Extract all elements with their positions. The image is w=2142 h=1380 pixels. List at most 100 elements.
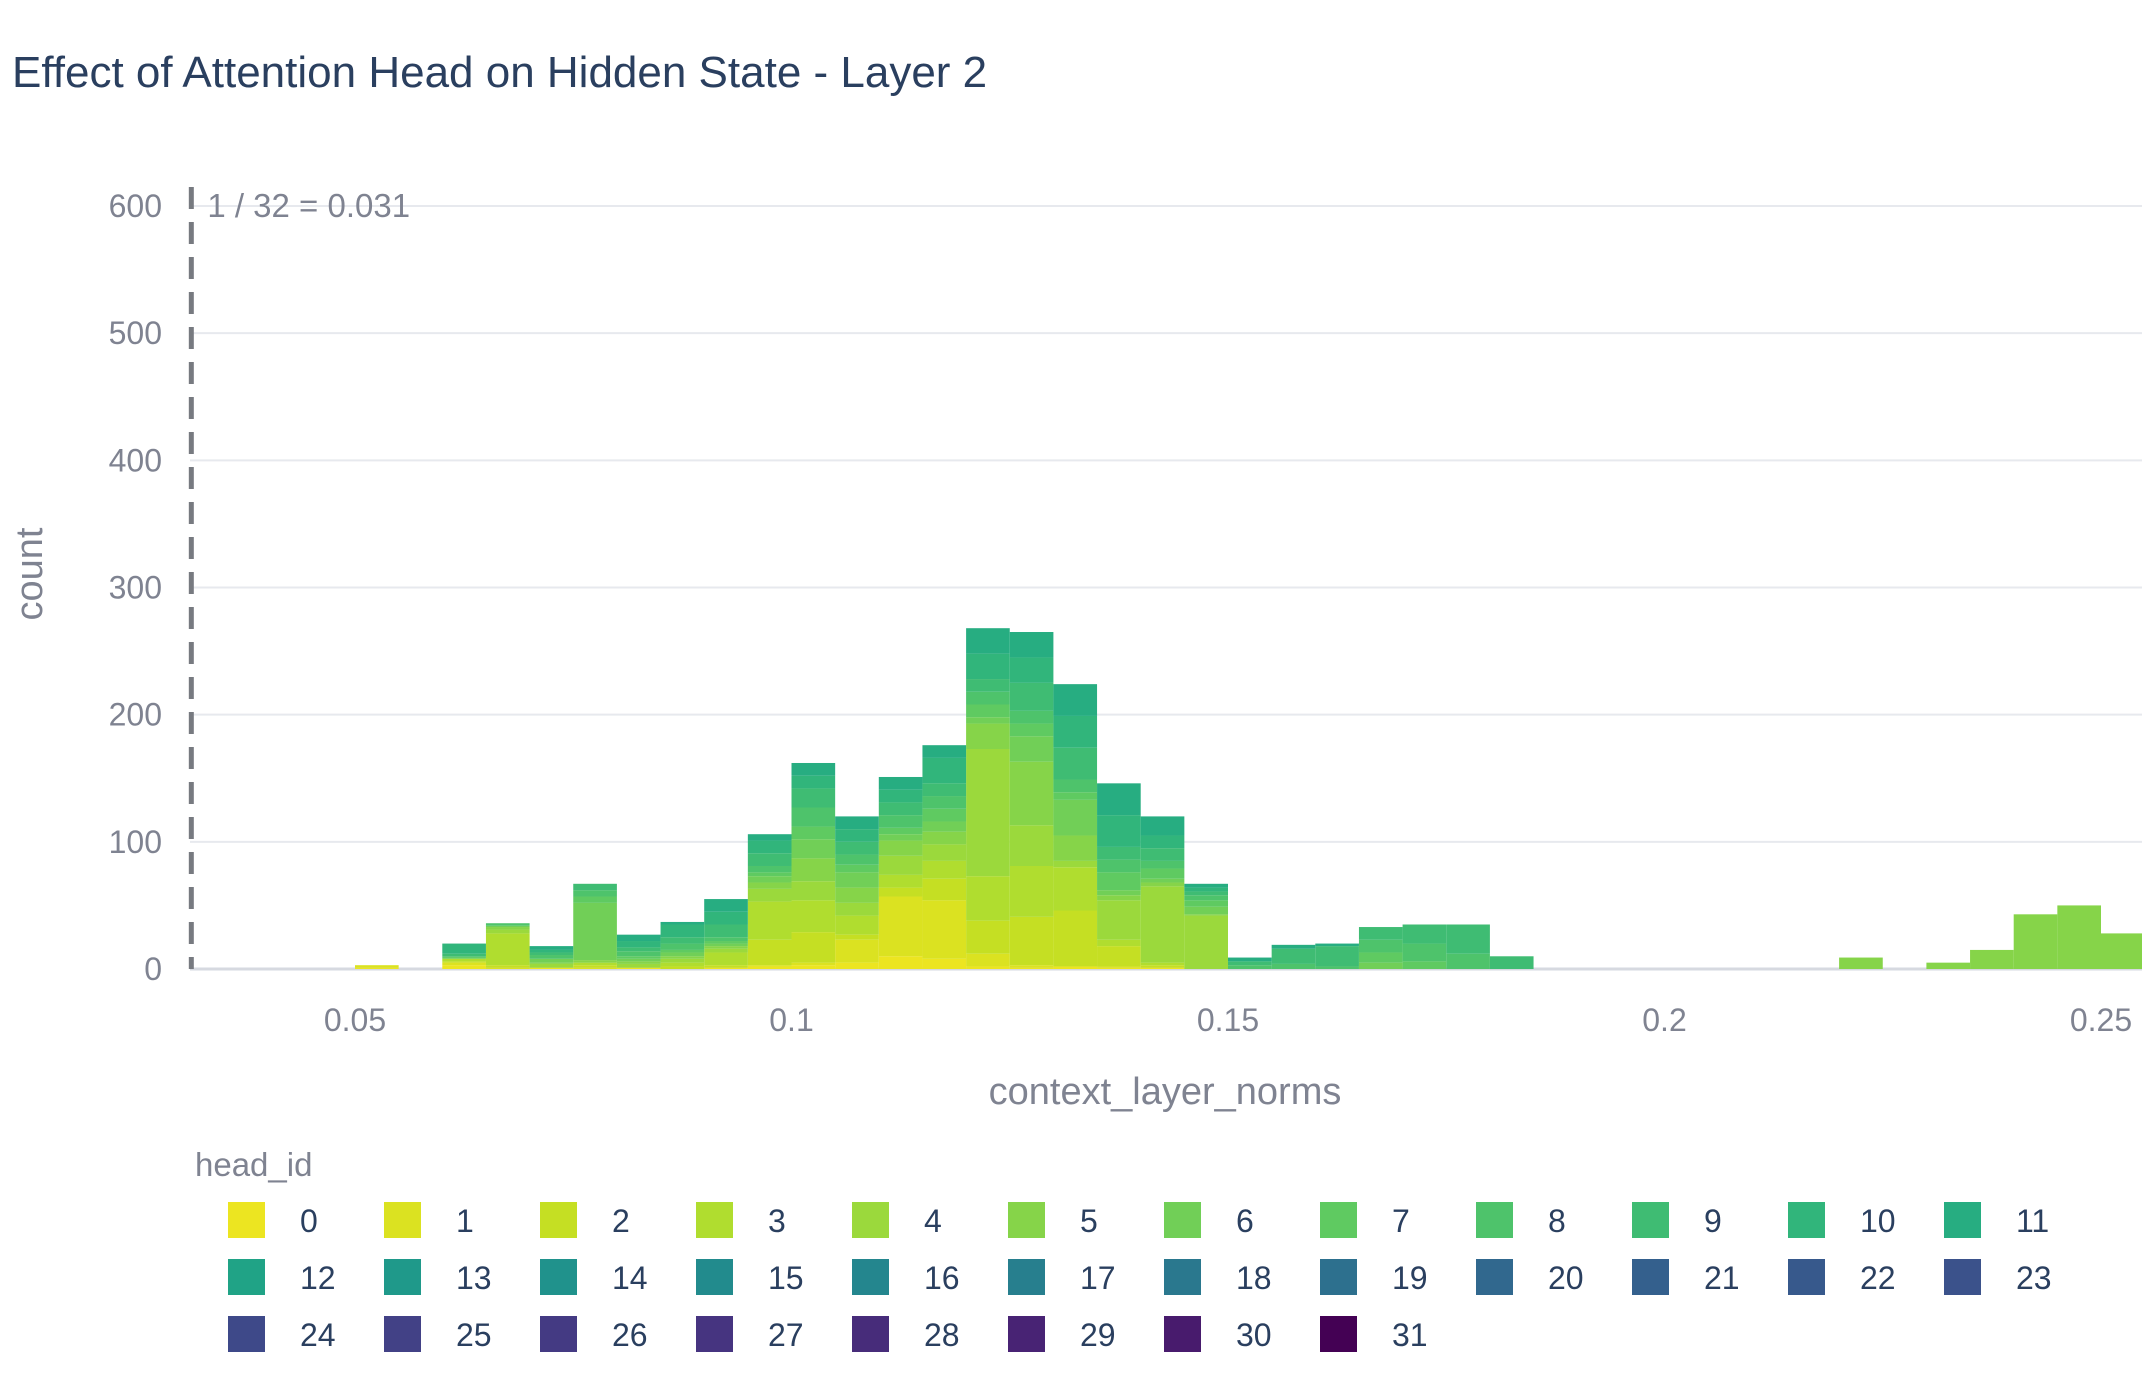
bar-segment-head-6 [1053, 799, 1098, 836]
legend-label-head-5[interactable]: 5 [1080, 1203, 1098, 1239]
legend-label-head-18[interactable]: 18 [1236, 1260, 1272, 1296]
legend-swatch-head-24[interactable] [228, 1316, 265, 1352]
legend-swatch-head-14[interactable] [540, 1259, 577, 1295]
bar-segment-head-5 [1009, 761, 1054, 826]
bar-segment-head-10 [835, 829, 879, 842]
legend-label-head-6[interactable]: 6 [1236, 1203, 1254, 1239]
legend-label-head-25[interactable]: 25 [456, 1317, 492, 1353]
legend-label-head-1[interactable]: 1 [456, 1203, 474, 1239]
legend-label-head-28[interactable]: 28 [924, 1317, 960, 1353]
legend-swatch-head-10[interactable] [1788, 1202, 1825, 1238]
bar-segment-head-1 [573, 967, 617, 969]
legend-label-head-9[interactable]: 9 [1704, 1203, 1722, 1239]
legend-swatch-head-15[interactable] [696, 1259, 733, 1295]
legend-swatch-head-8[interactable] [1476, 1202, 1513, 1238]
legend-label-head-16[interactable]: 16 [924, 1260, 960, 1296]
bar-segment-head-1 [442, 962, 486, 966]
legend-swatch-head-1[interactable] [384, 1202, 421, 1238]
bar-segment-head-5 [704, 946, 748, 949]
legend-swatch-head-21[interactable] [1632, 1259, 1669, 1295]
bar-segment-head-11 [1228, 957, 1272, 962]
legend-label-head-8[interactable]: 8 [1548, 1203, 1566, 1239]
legend-label-head-12[interactable]: 12 [300, 1260, 336, 1296]
legend-swatch-head-5[interactable] [1008, 1202, 1045, 1238]
legend-swatch-head-13[interactable] [384, 1259, 421, 1295]
legend-label-head-3[interactable]: 3 [768, 1203, 786, 1239]
legend-swatch-head-20[interactable] [1476, 1259, 1513, 1295]
legend-label-head-11[interactable]: 11 [2016, 1203, 2049, 1239]
legend-swatch-head-26[interactable] [540, 1316, 577, 1352]
legend-label-head-2[interactable]: 2 [612, 1203, 630, 1239]
legend-swatch-head-25[interactable] [384, 1316, 421, 1352]
bar-segment-head-7 [1140, 868, 1185, 879]
legend-swatch-head-23[interactable] [1944, 1259, 1981, 1295]
legend-swatch-head-17[interactable] [1008, 1259, 1045, 1295]
bar-segment-head-8 [966, 691, 1010, 705]
legend-swatch-head-30[interactable] [1164, 1316, 1201, 1352]
bar-segment-head-3 [1009, 865, 1054, 917]
bar-segment-head-3 [922, 860, 967, 879]
legend-label-head-31[interactable]: 31 [1392, 1317, 1428, 1353]
legend-label-head-23[interactable]: 23 [2016, 1260, 2052, 1296]
bar-segment-head-8 [1009, 710, 1054, 724]
y-axis-title: count [9, 527, 51, 620]
legend-swatch-head-9[interactable] [1632, 1202, 1669, 1238]
legend-swatch-head-12[interactable] [228, 1259, 265, 1295]
legend-swatch-head-19[interactable] [1320, 1259, 1357, 1295]
bar-segment-head-5 [573, 960, 617, 963]
legend-swatch-head-0[interactable] [228, 1202, 265, 1238]
x-tick-label: 0.15 [1197, 1002, 1259, 1038]
legend-label-head-17[interactable]: 17 [1080, 1260, 1116, 1296]
legend-label-head-26[interactable]: 26 [612, 1317, 648, 1353]
legend-label-head-22[interactable]: 22 [1860, 1260, 1896, 1296]
legend-swatch-head-18[interactable] [1164, 1259, 1201, 1295]
legend-swatch-head-6[interactable] [1164, 1202, 1201, 1238]
legend-label-head-15[interactable]: 15 [768, 1260, 804, 1296]
bar-segment-head-10 [704, 911, 748, 925]
legend-swatch-head-28[interactable] [852, 1316, 889, 1352]
legend-label-head-24[interactable]: 24 [300, 1317, 336, 1353]
legend-label-head-0[interactable]: 0 [300, 1203, 318, 1239]
legend-title: head_id [195, 1146, 312, 1183]
bar-segment-head-7 [660, 949, 705, 953]
bar-segment-head-7 [878, 827, 923, 835]
bar-segment-head-6 [573, 902, 617, 961]
bar-segment-head-9 [1489, 956, 1534, 969]
legend-swatch-head-11[interactable] [1944, 1202, 1981, 1238]
legend-swatch-head-29[interactable] [1008, 1316, 1045, 1352]
legend-label-head-7[interactable]: 7 [1392, 1203, 1410, 1239]
legend-swatch-head-7[interactable] [1320, 1202, 1357, 1238]
legend-swatch-head-2[interactable] [540, 1202, 577, 1238]
bar-segment-head-11 [616, 934, 661, 942]
legend-label-head-19[interactable]: 19 [1392, 1260, 1428, 1296]
bar-segment-head-2 [573, 965, 617, 968]
bar-segment-head-6 [1358, 962, 1403, 969]
bar-segment-head-7 [1358, 952, 1403, 963]
bar-segment-head-7 [1402, 961, 1447, 969]
legend-swatch-head-22[interactable] [1788, 1259, 1825, 1295]
legend-swatch-head-27[interactable] [696, 1316, 733, 1352]
legend-label-head-21[interactable]: 21 [1704, 1260, 1740, 1296]
legend-label-head-20[interactable]: 20 [1548, 1260, 1584, 1296]
legend-swatch-head-31[interactable] [1320, 1316, 1357, 1352]
legend-label-head-14[interactable]: 14 [612, 1260, 648, 1296]
legend-label-head-13[interactable]: 13 [456, 1260, 492, 1296]
bar-segment-head-3 [747, 901, 792, 940]
legend-swatch-head-4[interactable] [852, 1202, 889, 1238]
bar-segment-head-2 [835, 934, 879, 940]
bar-segment-head-10 [1097, 815, 1141, 847]
bar-segment-head-8 [835, 854, 879, 865]
legend-label-head-4[interactable]: 4 [924, 1203, 942, 1239]
bar-segment-head-0 [616, 967, 661, 969]
legend-label-head-10[interactable]: 10 [1860, 1203, 1896, 1239]
bar-segment-head-10 [922, 757, 967, 784]
legend-label-head-30[interactable]: 30 [1236, 1317, 1272, 1353]
legend-swatch-head-3[interactable] [696, 1202, 733, 1238]
legend-label-head-29[interactable]: 29 [1080, 1317, 1116, 1353]
bar-segment-head-10 [1140, 835, 1185, 849]
bar-segment-head-8 [442, 956, 486, 958]
legend-label-head-27[interactable]: 27 [768, 1317, 804, 1353]
legend-swatch-head-16[interactable] [852, 1259, 889, 1295]
bar-segment-head-9 [573, 883, 617, 891]
